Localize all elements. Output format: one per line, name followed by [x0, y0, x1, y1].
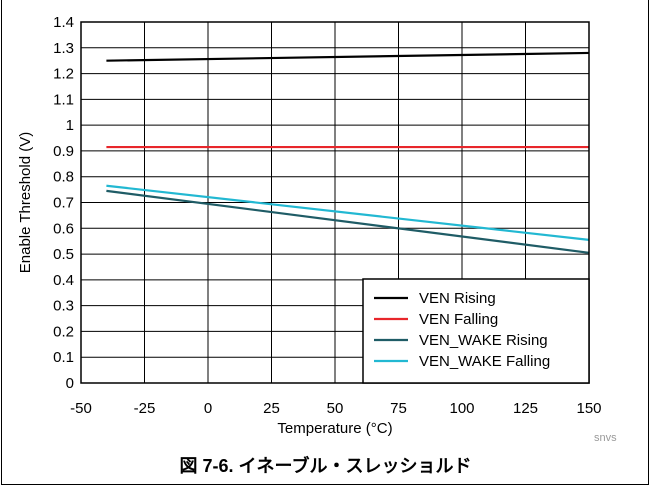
- y-tick-label: 0.8: [53, 169, 74, 186]
- y-tick-label: 1.1: [53, 91, 74, 108]
- series-line-ven-wake-falling: [106, 184, 590, 241]
- watermark: snvs: [594, 432, 617, 444]
- plot-border: [80, 21, 590, 384]
- x-tick-label: 75: [390, 400, 407, 417]
- x-tick-label: 100: [449, 400, 474, 417]
- x-tick-label: -50: [70, 400, 92, 417]
- series-lines: [106, 51, 590, 254]
- legend-label: VEN_WAKE Rising: [419, 332, 548, 349]
- x-axis-label: Temperature (°C): [277, 420, 392, 437]
- legend-box: [362, 278, 590, 384]
- legend: VEN Rising VEN Falling VEN_WAKE Rising VEN_…: [362, 278, 590, 384]
- y-tick-label: 0.1: [53, 349, 74, 366]
- x-tick-label: 150: [576, 400, 601, 417]
- x-tick-label: 0: [204, 400, 212, 417]
- legend-label: VEN_WAKE Falling: [419, 353, 550, 370]
- y-tick-label: 0.6: [53, 220, 74, 237]
- y-tick-label: 0.3: [53, 298, 74, 315]
- x-tick-label: 50: [327, 400, 344, 417]
- x-tick-label: -25: [134, 400, 156, 417]
- y-tick-label: 0.2: [53, 323, 74, 340]
- y-tick-label: 0.4: [53, 272, 74, 289]
- x-tick-labels: -50 -25 0 25 50 75 100 125 150: [70, 400, 601, 417]
- line-chart: -50 -25 0 25 50 75 100 125 150 00.10.20.30.40.50…: [17, 14, 602, 437]
- y-tick-label: 0: [66, 375, 74, 392]
- y-tick-label: 0.5: [53, 246, 74, 263]
- legend-label: VEN Falling: [419, 311, 498, 328]
- y-tick-labels: 0 0.1 0.2 0.3 0.4 0.5 0.6 0.7 0.8 0.9 1 1.1 1.2 1.3 1.…: [53, 14, 74, 392]
- legend-label: VEN Rising: [419, 290, 496, 307]
- y-tick-label: 0.7: [53, 195, 74, 212]
- x-tick-label: 25: [263, 400, 280, 417]
- y-tick-label: 0.9: [53, 143, 74, 160]
- y-tick-label: 1: [66, 117, 74, 134]
- figure-caption: 図 7-6. イネーブル・スレッショルド: [179, 456, 472, 476]
- y-axis-label: Enable Threshold (V): [17, 132, 34, 273]
- y-tick-label: 1.4: [53, 14, 74, 31]
- series-line-ven-wake-rising: [106, 189, 590, 254]
- y-tick-label: 1.3: [53, 40, 74, 57]
- x-tick-label: 125: [513, 400, 538, 417]
- series-line-ven-rising: [106, 51, 590, 62]
- y-tick-label: 1.2: [53, 66, 74, 83]
